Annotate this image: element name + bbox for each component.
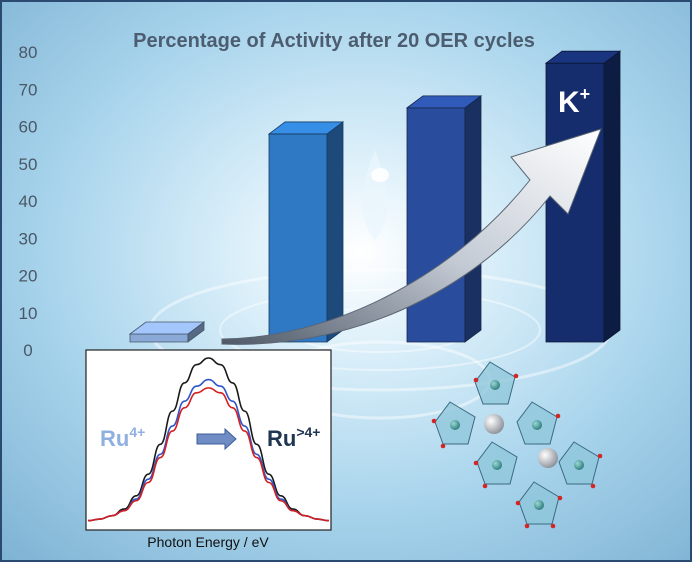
- perovskite-structure: [431, 361, 603, 529]
- y-tick-label: 40: [19, 192, 38, 211]
- bar: [267, 121, 345, 343]
- y-tick-label: 50: [19, 155, 38, 174]
- trend-arrow: [221, 128, 602, 345]
- y-tick-label: 60: [19, 118, 38, 137]
- bar: [128, 321, 206, 343]
- y-tick-label: 10: [19, 304, 38, 323]
- water-drop: [362, 150, 389, 240]
- chart-title: Percentage of Activity after 20 OER cycl…: [133, 30, 535, 52]
- y-tick-label: 70: [19, 80, 38, 99]
- y-tick-label: 80: [19, 43, 38, 62]
- y-tick-label: 20: [19, 267, 38, 286]
- bar: [405, 95, 483, 343]
- k-plus-label: K+: [558, 84, 590, 119]
- y-axis: 0 10 20 30 40 50 60 70 80: [19, 43, 38, 360]
- y-tick-label: 0: [23, 341, 32, 360]
- y-tick-label: 30: [19, 229, 38, 248]
